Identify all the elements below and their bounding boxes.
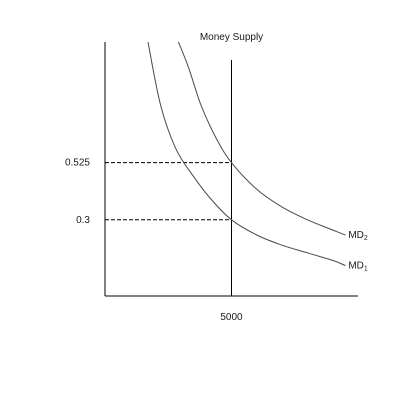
md2-curve bbox=[177, 41, 346, 236]
md1-curve bbox=[147, 41, 346, 266]
y-tick-label-upper: 0.525 bbox=[65, 158, 90, 169]
md2-label-sub: 2 bbox=[364, 235, 368, 242]
money-supply-label: Money Supply bbox=[200, 32, 263, 43]
md2-label-main: MD bbox=[348, 230, 364, 241]
md1-label-main: MD bbox=[348, 261, 364, 272]
md1-label-sub: 1 bbox=[364, 266, 368, 273]
x-tick-label: 5000 bbox=[220, 312, 243, 323]
y-tick-label-lower: 0.3 bbox=[76, 215, 90, 226]
md2-label: MD2 bbox=[348, 230, 368, 242]
md1-label: MD1 bbox=[348, 261, 368, 273]
